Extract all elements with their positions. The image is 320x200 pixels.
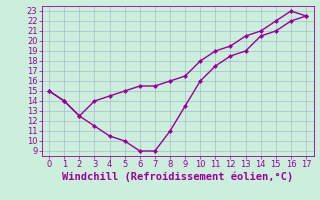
X-axis label: Windchill (Refroidissement éolien,°C): Windchill (Refroidissement éolien,°C) <box>62 172 293 182</box>
